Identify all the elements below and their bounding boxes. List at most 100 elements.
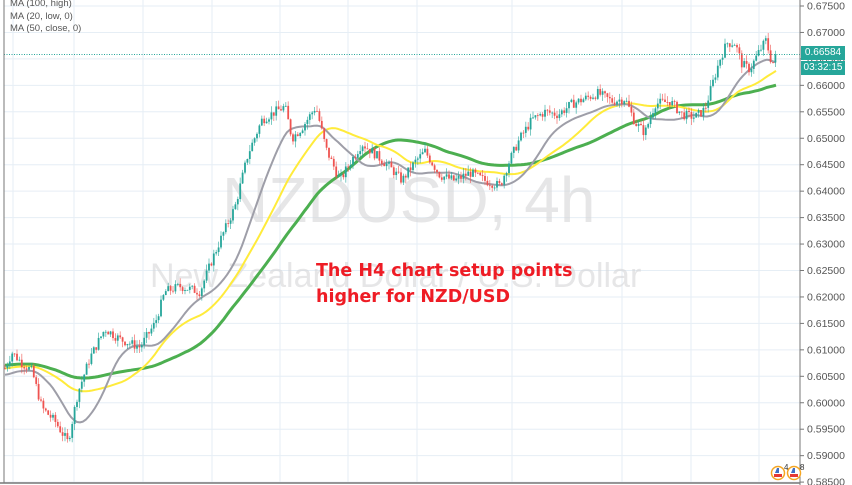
candle-body xyxy=(400,172,402,183)
candle-body xyxy=(217,247,220,253)
candle-body xyxy=(534,115,537,118)
candle-body xyxy=(736,44,738,48)
candle-body xyxy=(606,93,609,97)
candle-body xyxy=(64,433,66,436)
candle-body xyxy=(176,284,179,285)
candle-body xyxy=(100,336,102,338)
candle-body xyxy=(565,108,568,113)
candle-body xyxy=(260,118,263,126)
candle-body xyxy=(431,162,434,166)
candle-body xyxy=(121,337,124,342)
candle-body xyxy=(92,347,95,354)
candle-body xyxy=(184,290,186,292)
candle-body xyxy=(349,165,352,167)
candle-body xyxy=(198,294,201,296)
candle-body xyxy=(498,180,501,184)
candle-body xyxy=(59,426,62,433)
candle-body xyxy=(433,165,436,170)
candle-body xyxy=(637,123,640,126)
price-axis-label: 0.60000 xyxy=(807,397,845,409)
candle-body xyxy=(460,175,462,179)
candle-body xyxy=(97,337,100,350)
candle-body xyxy=(680,111,683,113)
candle-body xyxy=(527,126,530,130)
candle-body xyxy=(32,365,35,378)
candle-body xyxy=(203,280,206,289)
candle-body xyxy=(666,102,669,103)
candle-body xyxy=(47,410,50,415)
candle-body xyxy=(544,109,546,117)
candle-body xyxy=(592,97,594,99)
candle-body xyxy=(102,331,105,337)
candle-body xyxy=(517,140,520,151)
candle-body xyxy=(109,331,112,335)
candle-body xyxy=(556,115,558,119)
legend-ma100[interactable]: MA (100, high) xyxy=(10,0,72,9)
candle-body xyxy=(760,49,762,51)
candle-body xyxy=(764,38,767,41)
candle-body xyxy=(745,61,748,64)
candle-body xyxy=(280,109,282,111)
candle-body xyxy=(23,367,26,369)
candle-body xyxy=(601,91,604,95)
candle-body xyxy=(728,43,731,47)
candle-body xyxy=(424,148,426,153)
candle-body xyxy=(359,151,362,155)
candle-body xyxy=(496,180,498,188)
candle-body xyxy=(560,110,563,115)
candle-body xyxy=(95,347,98,350)
candle-body xyxy=(625,100,628,102)
candle-body xyxy=(491,185,494,188)
candle-body xyxy=(272,112,275,116)
price-axis-label: 0.61000 xyxy=(807,344,845,356)
candle-body xyxy=(452,175,455,181)
candle-body xyxy=(224,223,227,233)
legend-ma20[interactable]: MA (20, low, 0) xyxy=(10,10,73,22)
candle-body xyxy=(316,110,318,112)
candle-body xyxy=(733,44,736,46)
candle-body xyxy=(404,175,407,178)
candle-body xyxy=(342,174,345,178)
candle-body xyxy=(356,154,359,158)
candle-body xyxy=(769,50,772,63)
candle-body xyxy=(162,295,165,300)
legend-ma50[interactable]: MA (50, close, 0) xyxy=(10,23,82,34)
candle-body xyxy=(584,95,587,100)
candle-body xyxy=(515,146,518,151)
candle-body xyxy=(548,110,551,113)
candle-body xyxy=(282,106,285,111)
candle-body xyxy=(318,111,321,121)
candle-body xyxy=(392,167,395,176)
candle-body xyxy=(54,414,57,422)
candle-body xyxy=(762,40,765,50)
candle-body xyxy=(445,174,448,177)
candle-body xyxy=(371,148,374,154)
candle-body xyxy=(145,332,148,338)
candle-body xyxy=(337,175,340,177)
candle-body xyxy=(263,118,266,124)
candle-body xyxy=(119,335,122,338)
candle-body xyxy=(397,171,400,173)
candle-body xyxy=(11,353,14,362)
candle-body xyxy=(215,252,218,254)
candle-body xyxy=(244,162,246,173)
indicator-legend: MA (100, high) MA (20, low, 0) MA (50, c… xyxy=(10,0,81,36)
candle-body xyxy=(128,343,131,345)
candle-body xyxy=(642,125,645,136)
candle-body xyxy=(673,101,676,102)
candle-body xyxy=(164,291,167,296)
candle-body xyxy=(704,107,707,109)
candle-body xyxy=(8,361,11,366)
candle-body xyxy=(613,102,616,105)
candle-body xyxy=(107,331,110,335)
candle-body xyxy=(520,132,522,141)
candle-body xyxy=(587,95,590,97)
candle-body xyxy=(714,77,717,80)
candle-body xyxy=(752,60,755,69)
candle-body xyxy=(568,102,570,109)
candle-body xyxy=(440,177,443,180)
ma-50-close-line xyxy=(4,70,777,393)
candle-body xyxy=(200,288,203,296)
